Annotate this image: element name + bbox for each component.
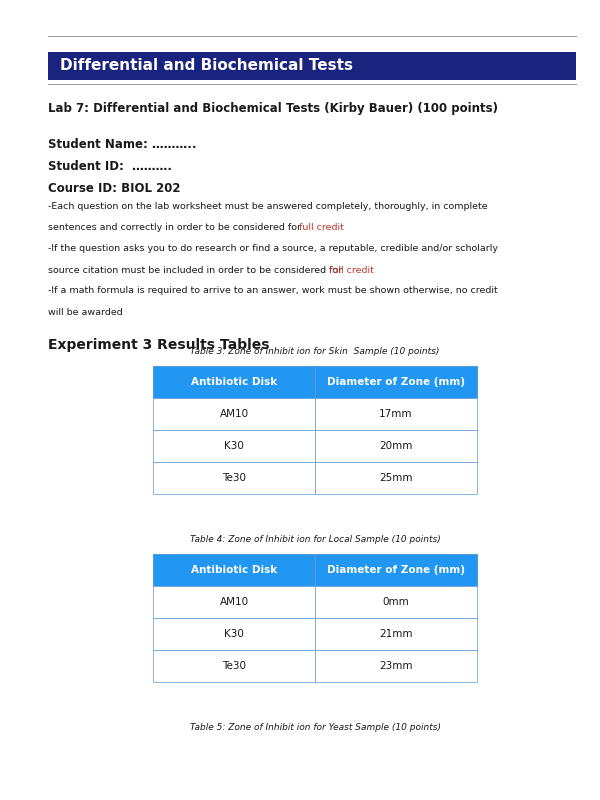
Text: AM10: AM10 (220, 409, 248, 418)
Text: sentences and correctly in order to be considered for: sentences and correctly in order to be c… (48, 223, 304, 232)
Bar (315, 430, 477, 462)
Text: full credit: full credit (299, 223, 344, 232)
Text: Te30: Te30 (222, 473, 246, 482)
Bar (153, 586, 315, 618)
Text: Diameter of Zone (mm): Diameter of Zone (mm) (327, 565, 465, 574)
Text: source citation must be included in order to be considered for: source citation must be included in orde… (48, 266, 345, 274)
Text: K30: K30 (224, 441, 244, 450)
Text: Course ID: BIOL 202: Course ID: BIOL 202 (48, 182, 181, 195)
Text: Table 3: Zone of Inhibit ion for Skin  Sample (10 points): Table 3: Zone of Inhibit ion for Skin Sa… (190, 347, 440, 356)
Text: full credit: full credit (329, 266, 374, 274)
Text: 21mm: 21mm (379, 629, 413, 638)
Bar (315, 366, 477, 398)
Bar (153, 554, 315, 586)
Text: K30: K30 (224, 629, 244, 638)
Text: Diameter of Zone (mm): Diameter of Zone (mm) (327, 377, 465, 386)
Bar (153, 366, 315, 398)
Bar (153, 462, 315, 494)
Bar (315, 650, 477, 682)
Text: will be awarded: will be awarded (48, 308, 123, 317)
Bar (153, 618, 315, 650)
Bar (153, 430, 315, 462)
Text: -If a math formula is required to arrive to an answer, work must be shown otherw: -If a math formula is required to arrive… (48, 286, 498, 295)
Text: Experiment 3 Results Tables: Experiment 3 Results Tables (48, 338, 269, 352)
Text: 23mm: 23mm (379, 661, 413, 670)
Text: Antibiotic Disk: Antibiotic Disk (191, 565, 277, 574)
Bar (315, 554, 477, 586)
Bar (153, 650, 315, 682)
Text: Lab 7: Differential and Biochemical Tests (Kirby Bauer) (100 points): Lab 7: Differential and Biochemical Test… (48, 102, 498, 115)
Text: Table 4: Zone of Inhibit ion for Local Sample (10 points): Table 4: Zone of Inhibit ion for Local S… (190, 535, 440, 544)
Text: 20mm: 20mm (379, 441, 413, 450)
Text: Student ID:  ……….: Student ID: ………. (48, 160, 172, 173)
Text: -If the question asks you to do research or find a source, a reputable, credible: -If the question asks you to do research… (48, 244, 498, 253)
Bar (153, 398, 315, 430)
Bar (315, 586, 477, 618)
Text: Table 5: Zone of Inhibit ion for Yeast Sample (10 points): Table 5: Zone of Inhibit ion for Yeast S… (190, 723, 440, 732)
Bar (315, 398, 477, 430)
Text: 25mm: 25mm (379, 473, 413, 482)
Text: 0mm: 0mm (383, 597, 409, 606)
Text: Differential and Biochemical Tests: Differential and Biochemical Tests (60, 58, 353, 74)
Bar (315, 462, 477, 494)
Bar (315, 618, 477, 650)
Text: -Each question on the lab worksheet must be answered completely, thoroughly, in : -Each question on the lab worksheet must… (48, 202, 488, 210)
Text: Te30: Te30 (222, 661, 246, 670)
Bar (48, 52, 576, 80)
Text: Student Name: ………..: Student Name: ……….. (48, 138, 197, 150)
Text: Antibiotic Disk: Antibiotic Disk (191, 377, 277, 386)
Text: AM10: AM10 (220, 597, 248, 606)
Text: 17mm: 17mm (379, 409, 413, 418)
